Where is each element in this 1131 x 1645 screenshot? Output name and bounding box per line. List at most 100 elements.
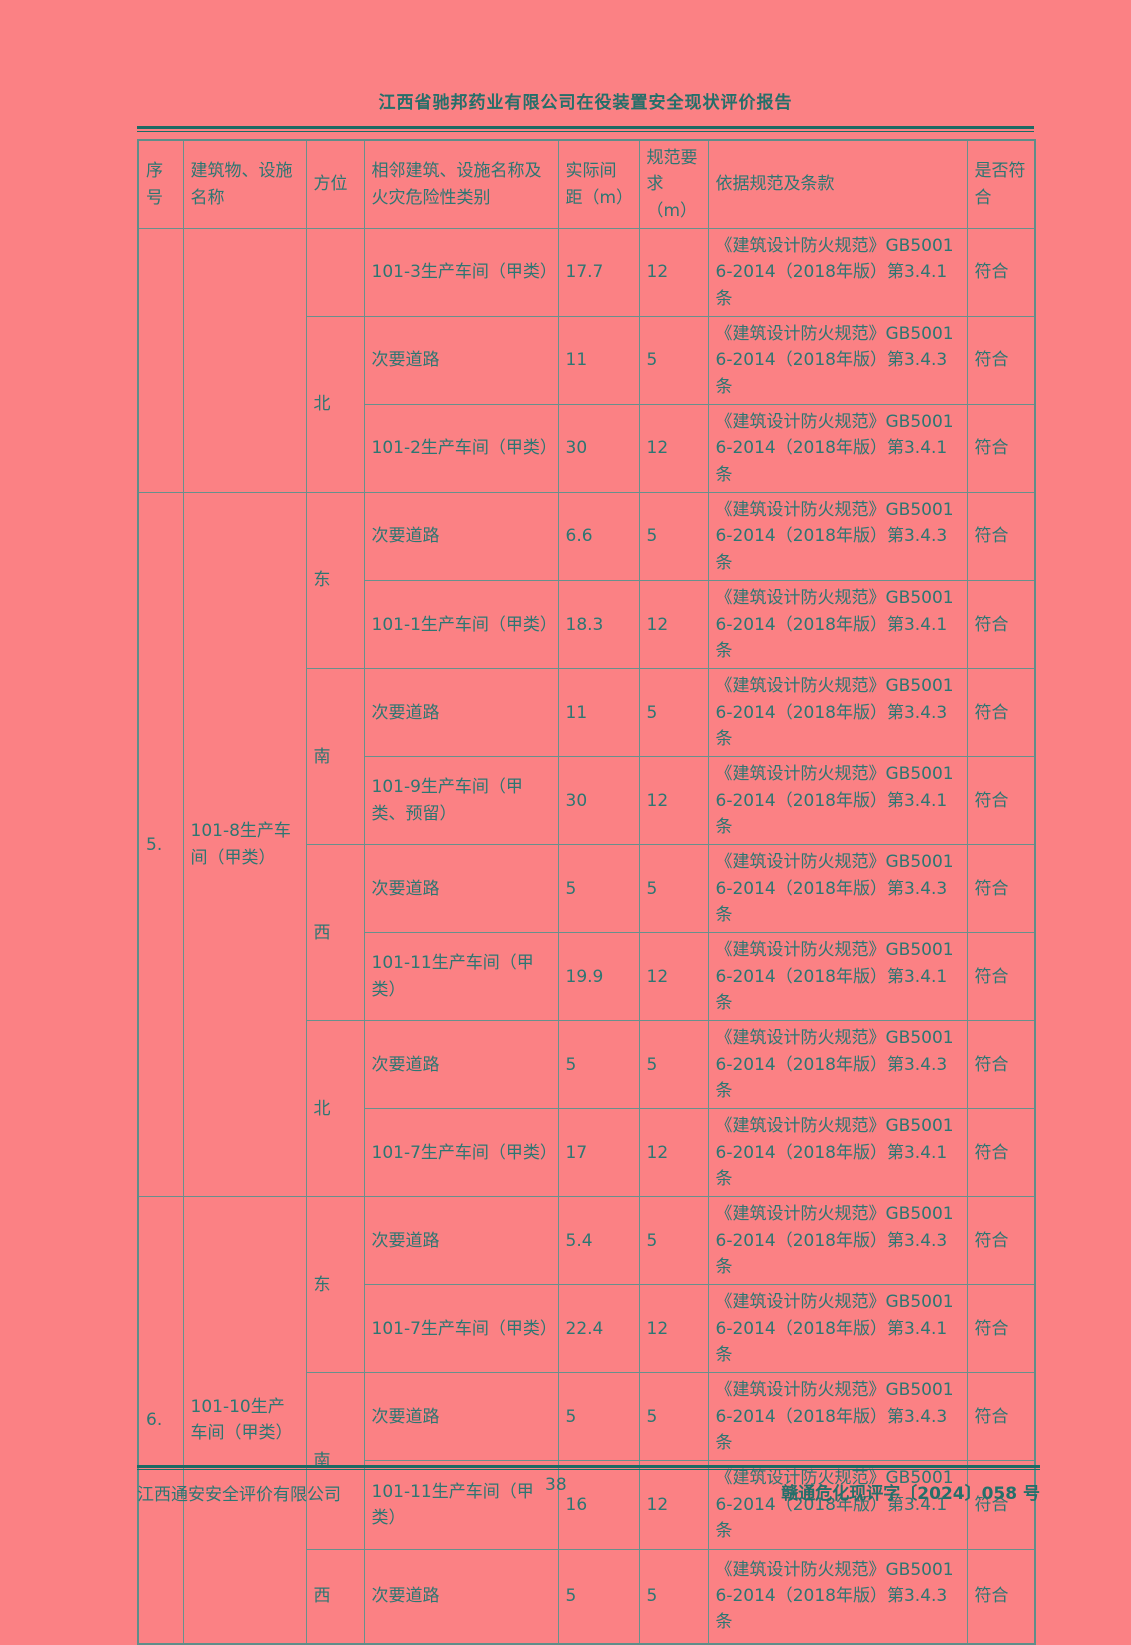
table-row: 6. 101-10生产车间（甲类） 东 次要道路 5.4 5 《建筑设计防火规范… [137, 1196, 1036, 1645]
cell-actual-distance: 5 [557, 1372, 640, 1462]
table-row: 西 次要道路 5 5 《建筑设计防火规范》GB50016-2014（2018年版… [138, 844, 1036, 1022]
table-row: 101-7生产车间（甲类） 17 12 《建筑设计防火规范》GB50016-20… [138, 1108, 1036, 1198]
table-row: 北 次要道路 11 5 《建筑设计防火规范》GB50016-2014（2018年… [138, 316, 1036, 494]
cell-seq: 5. [137, 492, 184, 1198]
cell-seq [137, 228, 184, 494]
table-row: 101-11生产车间（甲类） 16 12 《建筑设计防火规范》GB50016-2… [138, 1460, 1036, 1550]
cell-direction: 北 [305, 316, 365, 494]
cell-adjacent: 次要道路 [363, 492, 559, 582]
cell-basis: 《建筑设计防火规范》GB50016-2014（2018年版）第3.4.1条 [707, 756, 968, 846]
cell-compliant: 符合 [966, 1460, 1036, 1550]
cell-compliant: 符合 [966, 1372, 1036, 1462]
cell-adjacent: 次要道路 [363, 1548, 559, 1645]
cell-adjacent: 次要道路 [363, 1020, 559, 1110]
cell-adjacent: 101-3生产车间（甲类） [363, 228, 559, 318]
column-header-name: 建筑物、设施名称 [182, 139, 307, 230]
cell-direction: 东 [305, 492, 365, 670]
table-row: 101-1生产车间（甲类） 18.3 12 《建筑设计防火规范》GB50016-… [138, 580, 1036, 670]
cell-actual-distance: 11 [557, 668, 640, 758]
cell-required-distance: 5 [638, 1020, 709, 1110]
column-header-seq: 序号 [137, 139, 184, 230]
table-row: 5. 101-8生产车间（甲类） 东 次要道路 6.6 5 《建筑设计防火规范》… [137, 492, 1036, 1198]
cell-basis: 《建筑设计防火规范》GB50016-2014（2018年版）第3.4.3条 [707, 1020, 968, 1110]
page-title: 江西省驰邦药业有限公司在役装置安全现状评价报告 [378, 93, 793, 113]
cell-compliant: 符合 [966, 1108, 1036, 1198]
cell-compliant: 符合 [966, 1284, 1036, 1374]
cell-actual-distance: 5.4 [557, 1196, 640, 1286]
table-row: 北 次要道路 5 5 《建筑设计防火规范》GB50016-2014（2018年版… [138, 1020, 1036, 1198]
cell-required-distance: 5 [638, 316, 709, 406]
cell-compliant: 符合 [966, 1196, 1036, 1286]
cell-adjacent: 101-9生产车间（甲类、预留） [363, 756, 559, 846]
cell-compliant: 符合 [966, 404, 1036, 494]
cell-required-distance: 12 [638, 404, 709, 494]
cell-actual-distance: 17.7 [557, 228, 640, 318]
footer-rule [137, 1465, 1040, 1470]
cell-required-distance: 5 [638, 668, 709, 758]
cell-basis: 《建筑设计防火规范》GB50016-2014（2018年版）第3.4.3条 [707, 844, 968, 934]
cell-required-distance: 5 [638, 1372, 709, 1462]
cell-direction: 南 [305, 668, 365, 846]
cell-required-distance: 12 [638, 1460, 709, 1550]
cell-adjacent: 101-11生产车间（甲类） [363, 1460, 559, 1550]
cell-basis: 《建筑设计防火规范》GB50016-2014（2018年版）第3.4.3条 [707, 668, 968, 758]
cell-compliant: 符合 [966, 580, 1036, 670]
cell-compliant: 符合 [966, 316, 1036, 406]
cell-actual-distance: 11 [557, 316, 640, 406]
cell-basis: 《建筑设计防火规范》GB50016-2014（2018年版）第3.4.3条 [707, 492, 968, 582]
cell-adjacent: 次要道路 [363, 668, 559, 758]
cell-actual-distance: 5 [557, 1020, 640, 1110]
cell-required-distance: 5 [638, 492, 709, 582]
cell-adjacent: 101-7生产车间（甲类） [363, 1284, 559, 1374]
cell-direction: 北 [305, 1020, 365, 1198]
footer-page-number: 38 [545, 1475, 567, 1495]
cell-adjacent: 次要道路 [363, 1372, 559, 1462]
cell-compliant: 符合 [966, 844, 1036, 934]
cell-seq: 6. [137, 1196, 184, 1645]
cell-compliant: 符合 [966, 932, 1036, 1022]
column-header-required: 规范要求（m） [638, 139, 709, 230]
cell-actual-distance: 30 [557, 404, 640, 494]
cell-basis: 《建筑设计防火规范》GB50016-2014（2018年版）第3.4.1条 [707, 1108, 968, 1198]
cell-compliant: 符合 [966, 1548, 1036, 1645]
cell-required-distance: 12 [638, 932, 709, 1022]
cell-name: 101-8生产车间（甲类） [182, 492, 307, 1198]
cell-adjacent: 次要道路 [363, 844, 559, 934]
cell-basis: 《建筑设计防火规范》GB50016-2014（2018年版）第3.4.1条 [707, 932, 968, 1022]
cell-required-distance: 12 [638, 756, 709, 846]
cell-basis: 《建筑设计防火规范》GB50016-2014（2018年版）第3.4.3条 [707, 1372, 968, 1462]
cell-direction: 西 [305, 844, 365, 1022]
table-row: 南 次要道路 5 5 《建筑设计防火规范》GB50016-2014（2018年版… [138, 1372, 1036, 1550]
cell-name: 101-10生产车间（甲类） [182, 1196, 307, 1645]
table-row: 101-7生产车间（甲类） 22.4 12 《建筑设计防火规范》GB50016-… [138, 1284, 1036, 1374]
cell-actual-distance: 19.9 [557, 932, 640, 1022]
cell-adjacent: 次要道路 [363, 316, 559, 406]
cell-basis: 《建筑设计防火规范》GB50016-2014（2018年版）第3.4.1条 [707, 1460, 968, 1550]
table-row: 101-11生产车间（甲类） 19.9 12 《建筑设计防火规范》GB50016… [138, 932, 1036, 1022]
cell-basis: 《建筑设计防火规范》GB50016-2014（2018年版）第3.4.1条 [707, 580, 968, 670]
column-header-actual: 实际间距（m） [557, 139, 640, 230]
cell-basis: 《建筑设计防火规范》GB50016-2014（2018年版）第3.4.3条 [707, 1548, 968, 1645]
cell-required-distance: 12 [638, 580, 709, 670]
cell-adjacent: 101-2生产车间（甲类） [363, 404, 559, 494]
cell-basis: 《建筑设计防火规范》GB50016-2014（2018年版）第3.4.3条 [707, 1196, 968, 1286]
cell-compliant: 符合 [966, 492, 1036, 582]
cell-required-distance: 12 [638, 228, 709, 318]
cell-required-distance: 5 [638, 844, 709, 934]
footer-document-number: 赣通危化现评字〔2024〕058 号 [781, 1484, 1040, 1504]
cell-required-distance: 5 [638, 1548, 709, 1645]
cell-actual-distance: 5 [557, 1548, 640, 1645]
header-rule [137, 126, 1034, 132]
cell-direction [305, 228, 365, 318]
cell-direction: 西 [305, 1548, 365, 1645]
column-header-basis: 依据规范及条款 [707, 139, 968, 230]
cell-required-distance: 5 [638, 1196, 709, 1286]
cell-compliant: 符合 [966, 1020, 1036, 1110]
cell-actual-distance: 6.6 [557, 492, 640, 582]
cell-required-distance: 12 [638, 1108, 709, 1198]
column-header-adjacent: 相邻建筑、设施名称及火灾危险性类别 [363, 139, 559, 230]
cell-actual-distance: 16 [557, 1460, 640, 1550]
cell-actual-distance: 17 [557, 1108, 640, 1198]
column-header-dir: 方位 [305, 139, 365, 230]
cell-actual-distance: 5 [557, 844, 640, 934]
